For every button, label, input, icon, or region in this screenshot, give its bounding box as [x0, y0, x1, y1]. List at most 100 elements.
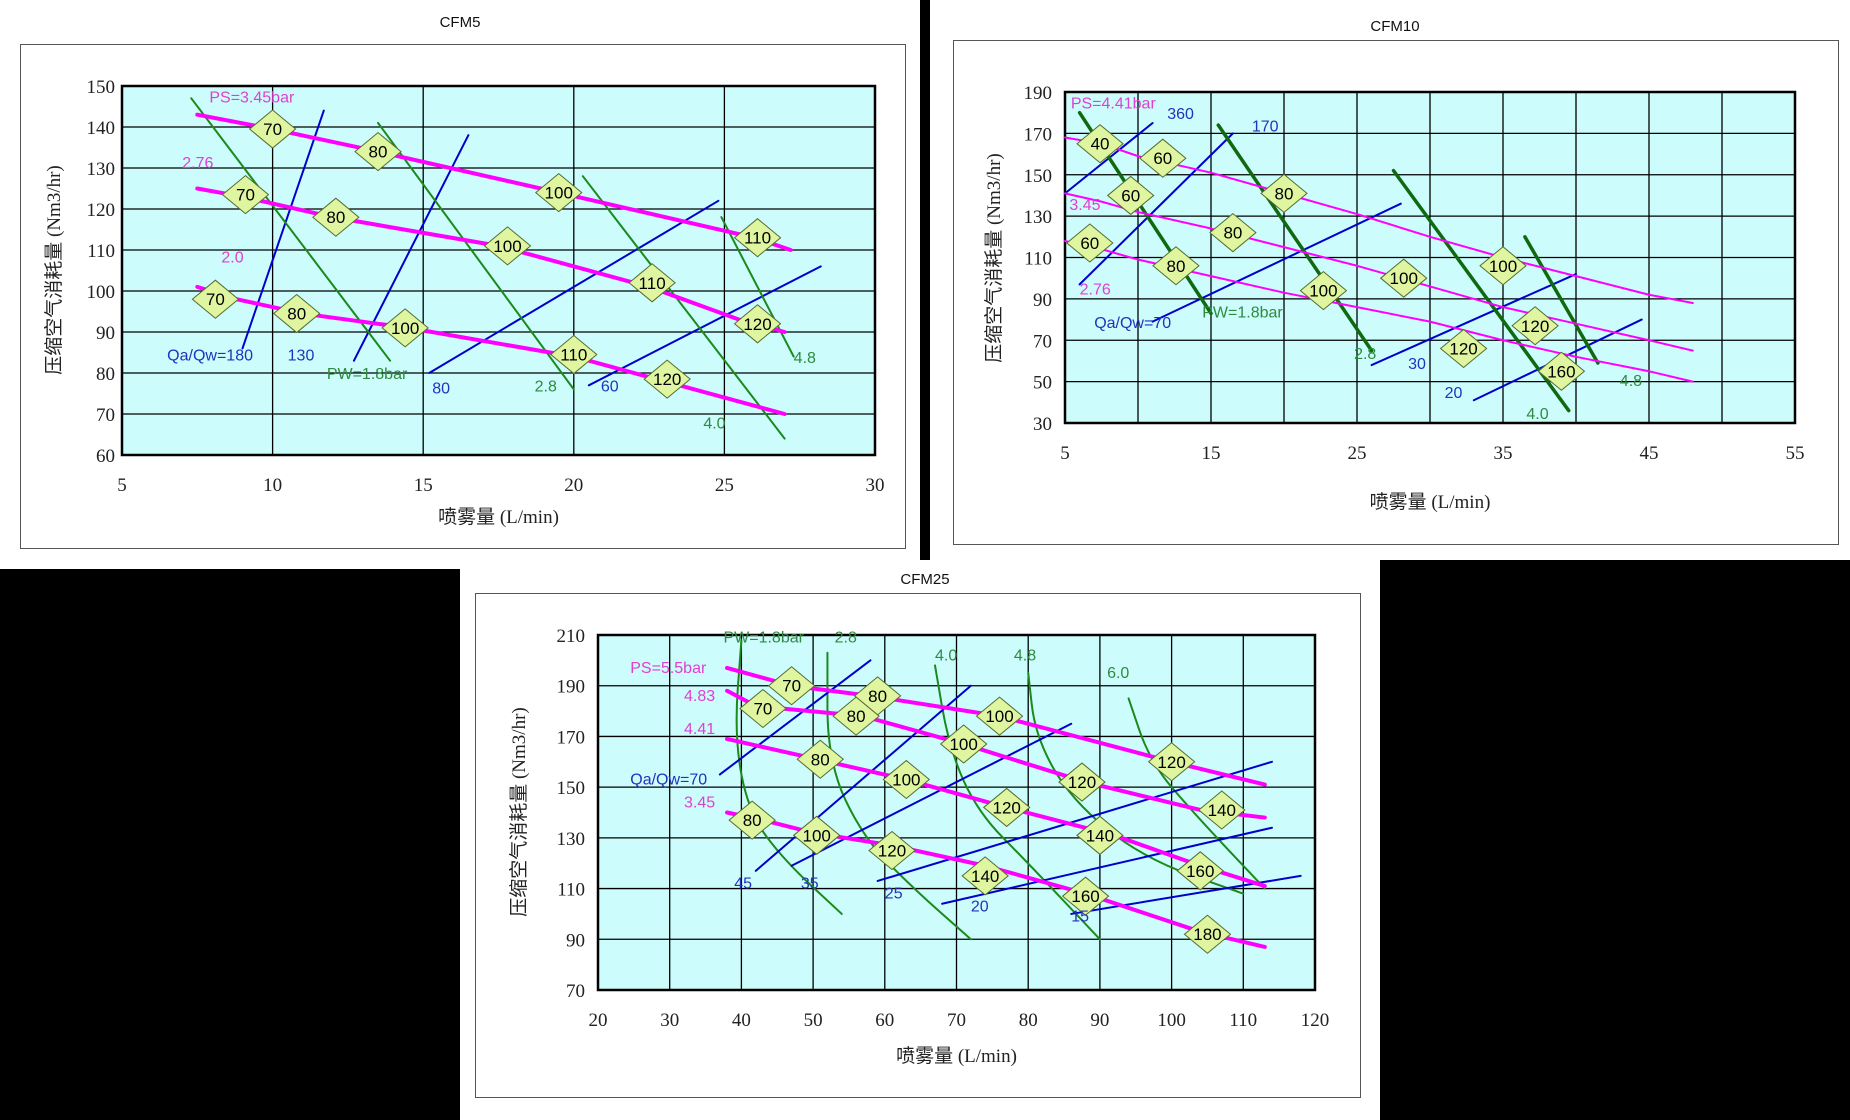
line-annotation: 4.0: [703, 415, 725, 432]
data-marker: 120: [1439, 328, 1488, 369]
x-tick-label: 15: [414, 475, 433, 496]
x-tick-label: 30: [866, 475, 885, 496]
diamond-marker: [312, 197, 360, 237]
plot-area: [122, 86, 875, 455]
line-annotation: PW=1.8bar: [327, 366, 408, 383]
line-annotation: Qa/Qw=180: [167, 348, 253, 365]
series-line-qa-qw: [941, 826, 1273, 905]
marker-label: 100: [985, 707, 1013, 726]
diamond-marker: [1537, 351, 1586, 391]
diamond-marker: [550, 334, 598, 375]
data-marker: 120: [733, 304, 782, 344]
marker-label: 120: [1449, 340, 1477, 359]
diamond-marker: [882, 759, 931, 800]
marker-label: 100: [892, 771, 920, 790]
x-tick-label: 110: [1229, 1010, 1257, 1031]
x-tick-label: 20: [564, 475, 583, 496]
marker-label: 40: [1091, 135, 1110, 154]
line-annotation: 130: [288, 348, 315, 365]
marker-label: 70: [206, 290, 225, 309]
series-line-pw: [190, 97, 392, 362]
line-annotation: 20: [971, 898, 989, 915]
line-annotation: 15: [1071, 909, 1089, 926]
x-tick-label: 30: [660, 1010, 679, 1031]
data-marker: 80: [1260, 173, 1308, 214]
line-annotation: 4.8: [794, 350, 816, 367]
y-tick-label: 130: [1024, 207, 1053, 228]
diamond-marker: [961, 856, 1009, 896]
data-marker: 140: [1076, 815, 1124, 855]
diamond-marker: [1479, 246, 1527, 286]
x-tick-label: 40: [732, 1010, 751, 1031]
line-annotation: 4.83: [684, 688, 715, 705]
line-annotation: 80: [432, 381, 450, 398]
line-annotation: 20: [1445, 385, 1463, 402]
line-annotation: 2.76: [182, 155, 213, 172]
series-line-pw: [377, 121, 575, 391]
diamond-marker: [1209, 213, 1257, 253]
series-line-pw: [581, 175, 786, 440]
marker-label: 120: [1521, 317, 1549, 336]
data-marker: 110: [733, 218, 782, 258]
x-tick-label: 55: [1786, 443, 1805, 464]
data-marker: 80: [1152, 246, 1200, 286]
data-marker: 100: [939, 724, 988, 764]
marker-label: 100: [949, 735, 977, 754]
series-line-pw: [1127, 697, 1266, 890]
y-tick-label: 70: [96, 405, 115, 426]
marker-label: 120: [878, 842, 906, 861]
marker-label: 80: [287, 305, 306, 324]
marker-label: 60: [1121, 186, 1140, 205]
data-marker: 100: [483, 226, 532, 266]
diamond-marker: [483, 226, 532, 266]
marker-label: 60: [1080, 234, 1099, 253]
x-tick-label: 10: [263, 475, 282, 496]
plot-border: [1063, 90, 1797, 425]
y-tick-label: 120: [87, 200, 116, 221]
plot-border: [120, 84, 877, 457]
y-tick-label: 70: [1033, 331, 1052, 352]
data-marker: 120: [1147, 742, 1196, 782]
y-tick-label: 170: [1024, 124, 1053, 145]
marker-label: 80: [1275, 184, 1294, 203]
data-marker: 120: [868, 830, 916, 871]
marker-label: 100: [391, 319, 419, 338]
y-tick-label: 110: [87, 241, 115, 262]
diamond-marker: [191, 279, 240, 319]
data-marker: 100: [1479, 246, 1527, 286]
x-tick-label: 5: [117, 475, 127, 496]
series-line-qa-qw: [587, 265, 822, 387]
diamond-marker: [272, 293, 321, 334]
diamond-marker: [534, 172, 583, 213]
diamond-marker: [1106, 175, 1155, 216]
marker-label: 120: [743, 315, 771, 334]
diamond-marker: [221, 175, 270, 215]
diamond-marker: [982, 787, 1031, 828]
data-marker: 100: [534, 172, 583, 213]
line-annotation: 2.8: [535, 378, 557, 395]
data-marker: 140: [1198, 790, 1246, 830]
marker-label: 140: [1208, 801, 1236, 820]
diamond-marker: [1061, 876, 1110, 916]
diamond-marker: [1066, 223, 1114, 263]
x-tick-label: 70: [947, 1010, 966, 1031]
y-axis-title: 压缩空气消耗量 (Nm3/hr): [983, 153, 1005, 363]
y-tick-label: 80: [96, 364, 115, 385]
data-marker: 160: [1176, 851, 1225, 891]
marker-label: 120: [1157, 753, 1185, 772]
x-tick-label: 20: [589, 1010, 608, 1031]
x-axis-title: 喷雾量 (L/min): [1370, 491, 1491, 513]
plot-border: [596, 633, 1317, 992]
series-line-qa-qw: [1370, 273, 1577, 367]
line-annotation: 35: [801, 876, 819, 893]
data-marker: 180: [1183, 914, 1232, 954]
data-marker: 140: [961, 856, 1009, 896]
y-tick-label: 30: [1033, 414, 1052, 435]
series-line-qa-qw: [754, 684, 972, 872]
data-marker: 100: [1379, 258, 1428, 298]
data-marker: 100: [975, 696, 1024, 736]
marker-label: 140: [1086, 826, 1114, 845]
marker-label: 100: [1489, 257, 1517, 276]
y-tick-label: 110: [557, 880, 585, 901]
data-marker: 120: [1058, 762, 1106, 802]
